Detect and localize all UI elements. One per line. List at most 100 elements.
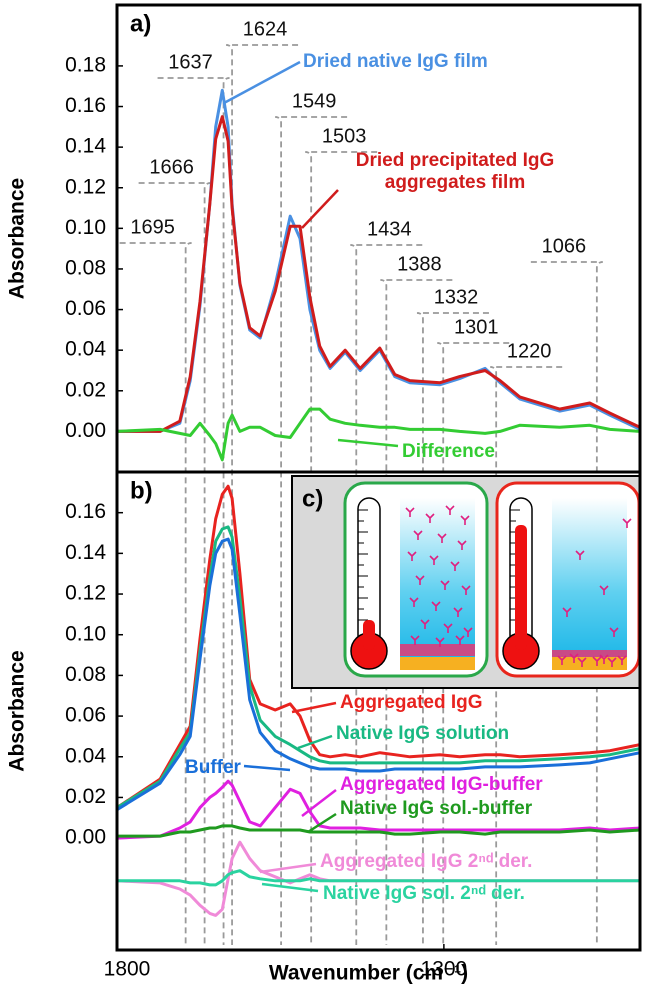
molecule [413,530,423,540]
molecule [435,637,445,647]
peak-bracket [226,44,299,945]
series-line [116,407,641,462]
molecule [409,597,419,607]
peak-label: 1301 [454,316,499,338]
molecule [460,515,470,525]
peak-bracket [416,312,489,945]
liquid [400,498,475,670]
series-line [117,869,640,887]
peak-label: 1695 [130,216,175,238]
y-tick-label: 0.06 [65,704,106,727]
series-label: Native IgG sol.-buffer [340,798,533,819]
molecule [457,540,467,550]
molecule [410,635,420,645]
y-tick-label: 0.04 [65,338,106,361]
y-tick-label: 0.08 [65,663,106,686]
molecule [429,555,439,565]
label-pointer [259,862,317,874]
y-tick-label: 0.16 [65,94,106,117]
molecule [425,513,435,523]
sediment [400,644,475,656]
y-tick-label: 0.14 [65,541,106,564]
molecule [405,507,415,517]
y-axis-label: Absorbance [6,650,29,771]
series-line [116,779,641,840]
molecule [607,657,617,667]
peak-label: 1549 [292,90,337,112]
peak-label: 1220 [507,340,552,362]
y-tick-label: 0.00 [65,419,106,442]
y-tick-label: 0.16 [65,500,106,523]
molecule [599,654,609,664]
label-pointer [291,701,337,714]
peak-label: 1434 [367,218,412,240]
series-label: Dried native IgG film [303,51,488,72]
y-tick-label: 0.00 [65,826,106,849]
liquid [552,498,627,670]
molecule [463,627,473,637]
y-tick-label: 0.10 [65,622,106,645]
inset-title: c) [302,485,323,512]
y-tick-label: 0.12 [65,582,106,605]
panel-title: b) [130,477,153,504]
peak-bracket [157,77,230,945]
plot-frame [115,470,642,952]
molecule [592,656,602,666]
peak-label: 1066 [542,235,587,257]
label-pointer [261,882,319,893]
molecule [450,561,460,571]
molecule [557,655,567,665]
series-label: Aggregated IgG 2ⁿᵈ der. [320,851,532,872]
label-pointer [307,812,337,834]
peak-bracket [119,242,192,945]
series-line [116,525,641,809]
label-pointer [297,734,333,750]
molecule [443,623,453,633]
peak-bracket [305,151,378,945]
label-pointer [301,189,339,229]
molecule [440,580,450,590]
peak-label: 1666 [149,156,194,178]
series-label: Buffer [185,757,242,778]
x-tick-label: 1800 [104,958,151,981]
molecule [453,607,463,617]
molecule [617,655,627,665]
substrate [400,657,475,670]
series-line [117,115,641,433]
molecule [445,505,455,515]
label-pointer [223,60,301,105]
molecule [420,619,430,629]
y-tick-label: 0.02 [65,378,106,401]
molecule [562,607,572,617]
series-line [116,537,641,811]
y-axis-label: Absorbance [6,178,29,299]
peak-label: 1332 [434,286,479,308]
peak-bracket [380,279,453,945]
x-tick-label: 1300 [421,958,468,981]
molecule [577,657,587,667]
series-label: Native IgG sol. 2ⁿᵈ der. [323,883,525,904]
thermometer-column [363,620,375,650]
substrate [552,657,627,670]
series-line [116,484,641,809]
thermometer-column [515,525,527,650]
y-tick-label: 0.04 [65,744,106,767]
label-pointer [337,438,399,448]
molecule [575,550,585,560]
series-label: Aggregated IgG [340,692,483,713]
molecule [599,585,609,595]
y-tick-label: 0.06 [65,297,106,320]
peak-bracket [530,261,603,945]
peak-bracket [437,342,510,945]
molecule [431,601,441,611]
y-tick-label: 0.08 [65,257,106,280]
peak-bracket [350,244,423,945]
molecule [461,585,471,595]
panel-title: a) [130,10,151,37]
peak-label: 1503 [322,125,367,147]
molecule [437,533,447,543]
y-tick-label: 0.14 [65,135,106,158]
molecule [569,653,579,663]
y-tick-label: 0.12 [65,175,106,198]
